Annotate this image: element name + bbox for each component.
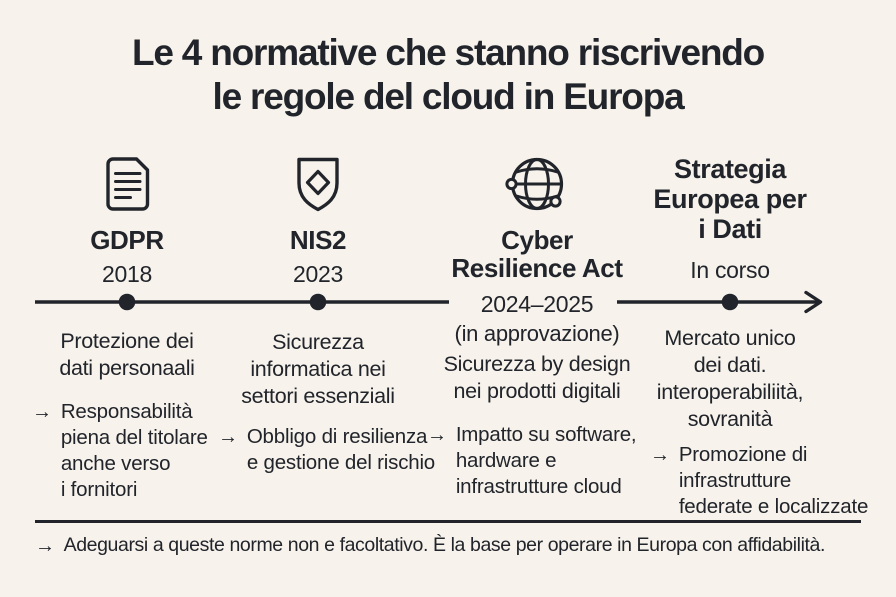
globe-icon bbox=[505, 157, 564, 211]
regulation-subtitle: Sicurezza informatica nei settori essenz… bbox=[241, 330, 395, 408]
bullet-item: → Obbligo di resilienza e gestione del r… bbox=[218, 424, 435, 476]
regulation-name: GDPR bbox=[90, 225, 164, 255]
shield-icon bbox=[297, 157, 339, 212]
timeline-dot-strategia bbox=[721, 293, 739, 311]
arrow-right-icon: → bbox=[32, 401, 52, 423]
title-line-2: le regole del cloud in Europa bbox=[212, 76, 685, 117]
title-line-1: Le 4 normative che stanno riscrivendo bbox=[131, 32, 765, 73]
footer-note: → Adeguarsi a queste norme non e facolta… bbox=[35, 533, 885, 559]
regulation-name: NIS2 bbox=[289, 225, 347, 255]
regulation-subtitle: Mercato unico dei dati. interoperabiliit… bbox=[656, 326, 804, 431]
arrow-right-icon: → bbox=[650, 444, 670, 466]
regulation-year: 2023 bbox=[293, 261, 343, 287]
timeline-dot-nis2 bbox=[309, 293, 327, 311]
page-title: Le 4 normative che stanno riscrivendo le… bbox=[0, 31, 896, 119]
arrow-right-icon: → bbox=[35, 535, 55, 557]
column-gdpr: GDPR 2018 bbox=[25, 152, 229, 288]
footer-text: Adeguarsi a queste norme non e facoltati… bbox=[63, 534, 826, 556]
regulation-subtitle: Protezione dei dati personaali bbox=[59, 329, 195, 380]
timeline-dot-gdpr bbox=[118, 293, 136, 311]
regulation-name: Strategia Europea per i Dati bbox=[653, 154, 807, 244]
regulation-year: In corso bbox=[690, 257, 770, 283]
arrow-right-icon: → bbox=[218, 426, 238, 448]
regulation-year: 2018 bbox=[102, 261, 152, 287]
bullet-item: → Impatto su software, hardware e infras… bbox=[427, 422, 637, 500]
regulation-year: 2024–2025 bbox=[480, 291, 594, 317]
timeline bbox=[35, 290, 823, 314]
bullet-text: Promozione di infrastrutture federate e … bbox=[678, 443, 869, 518]
bullet-text: Responsabilità piena del titolare anche … bbox=[60, 400, 208, 501]
bullet-text: Obbligo di resilienza e gestione del ris… bbox=[246, 425, 436, 474]
column-cyber-resilience-act: Cyber Resilience Act 2024–2025 (in appro… bbox=[425, 152, 649, 347]
column-strategia-europea-dati: Strategia Europea per i Dati In corso bbox=[628, 154, 832, 284]
bullet-item: → Responsabilità piena del titolare anch… bbox=[32, 399, 208, 503]
regulation-year-note: (in approvazione) bbox=[454, 321, 620, 346]
timeline-arrowhead-icon bbox=[804, 290, 823, 314]
bullet-text: Impatto su software, hardware e infrastr… bbox=[455, 423, 637, 498]
column-nis2: NIS2 2023 bbox=[216, 152, 420, 288]
arrow-right-icon: → bbox=[427, 424, 447, 446]
document-icon bbox=[106, 157, 150, 211]
bullet-item: → Promozione di infrastrutture federate … bbox=[650, 442, 868, 520]
regulation-subtitle: Sicurezza by design nei prodotti digital… bbox=[443, 352, 631, 403]
regulation-name: Cyber Resilience Act bbox=[451, 225, 623, 283]
footer-divider bbox=[35, 520, 861, 523]
